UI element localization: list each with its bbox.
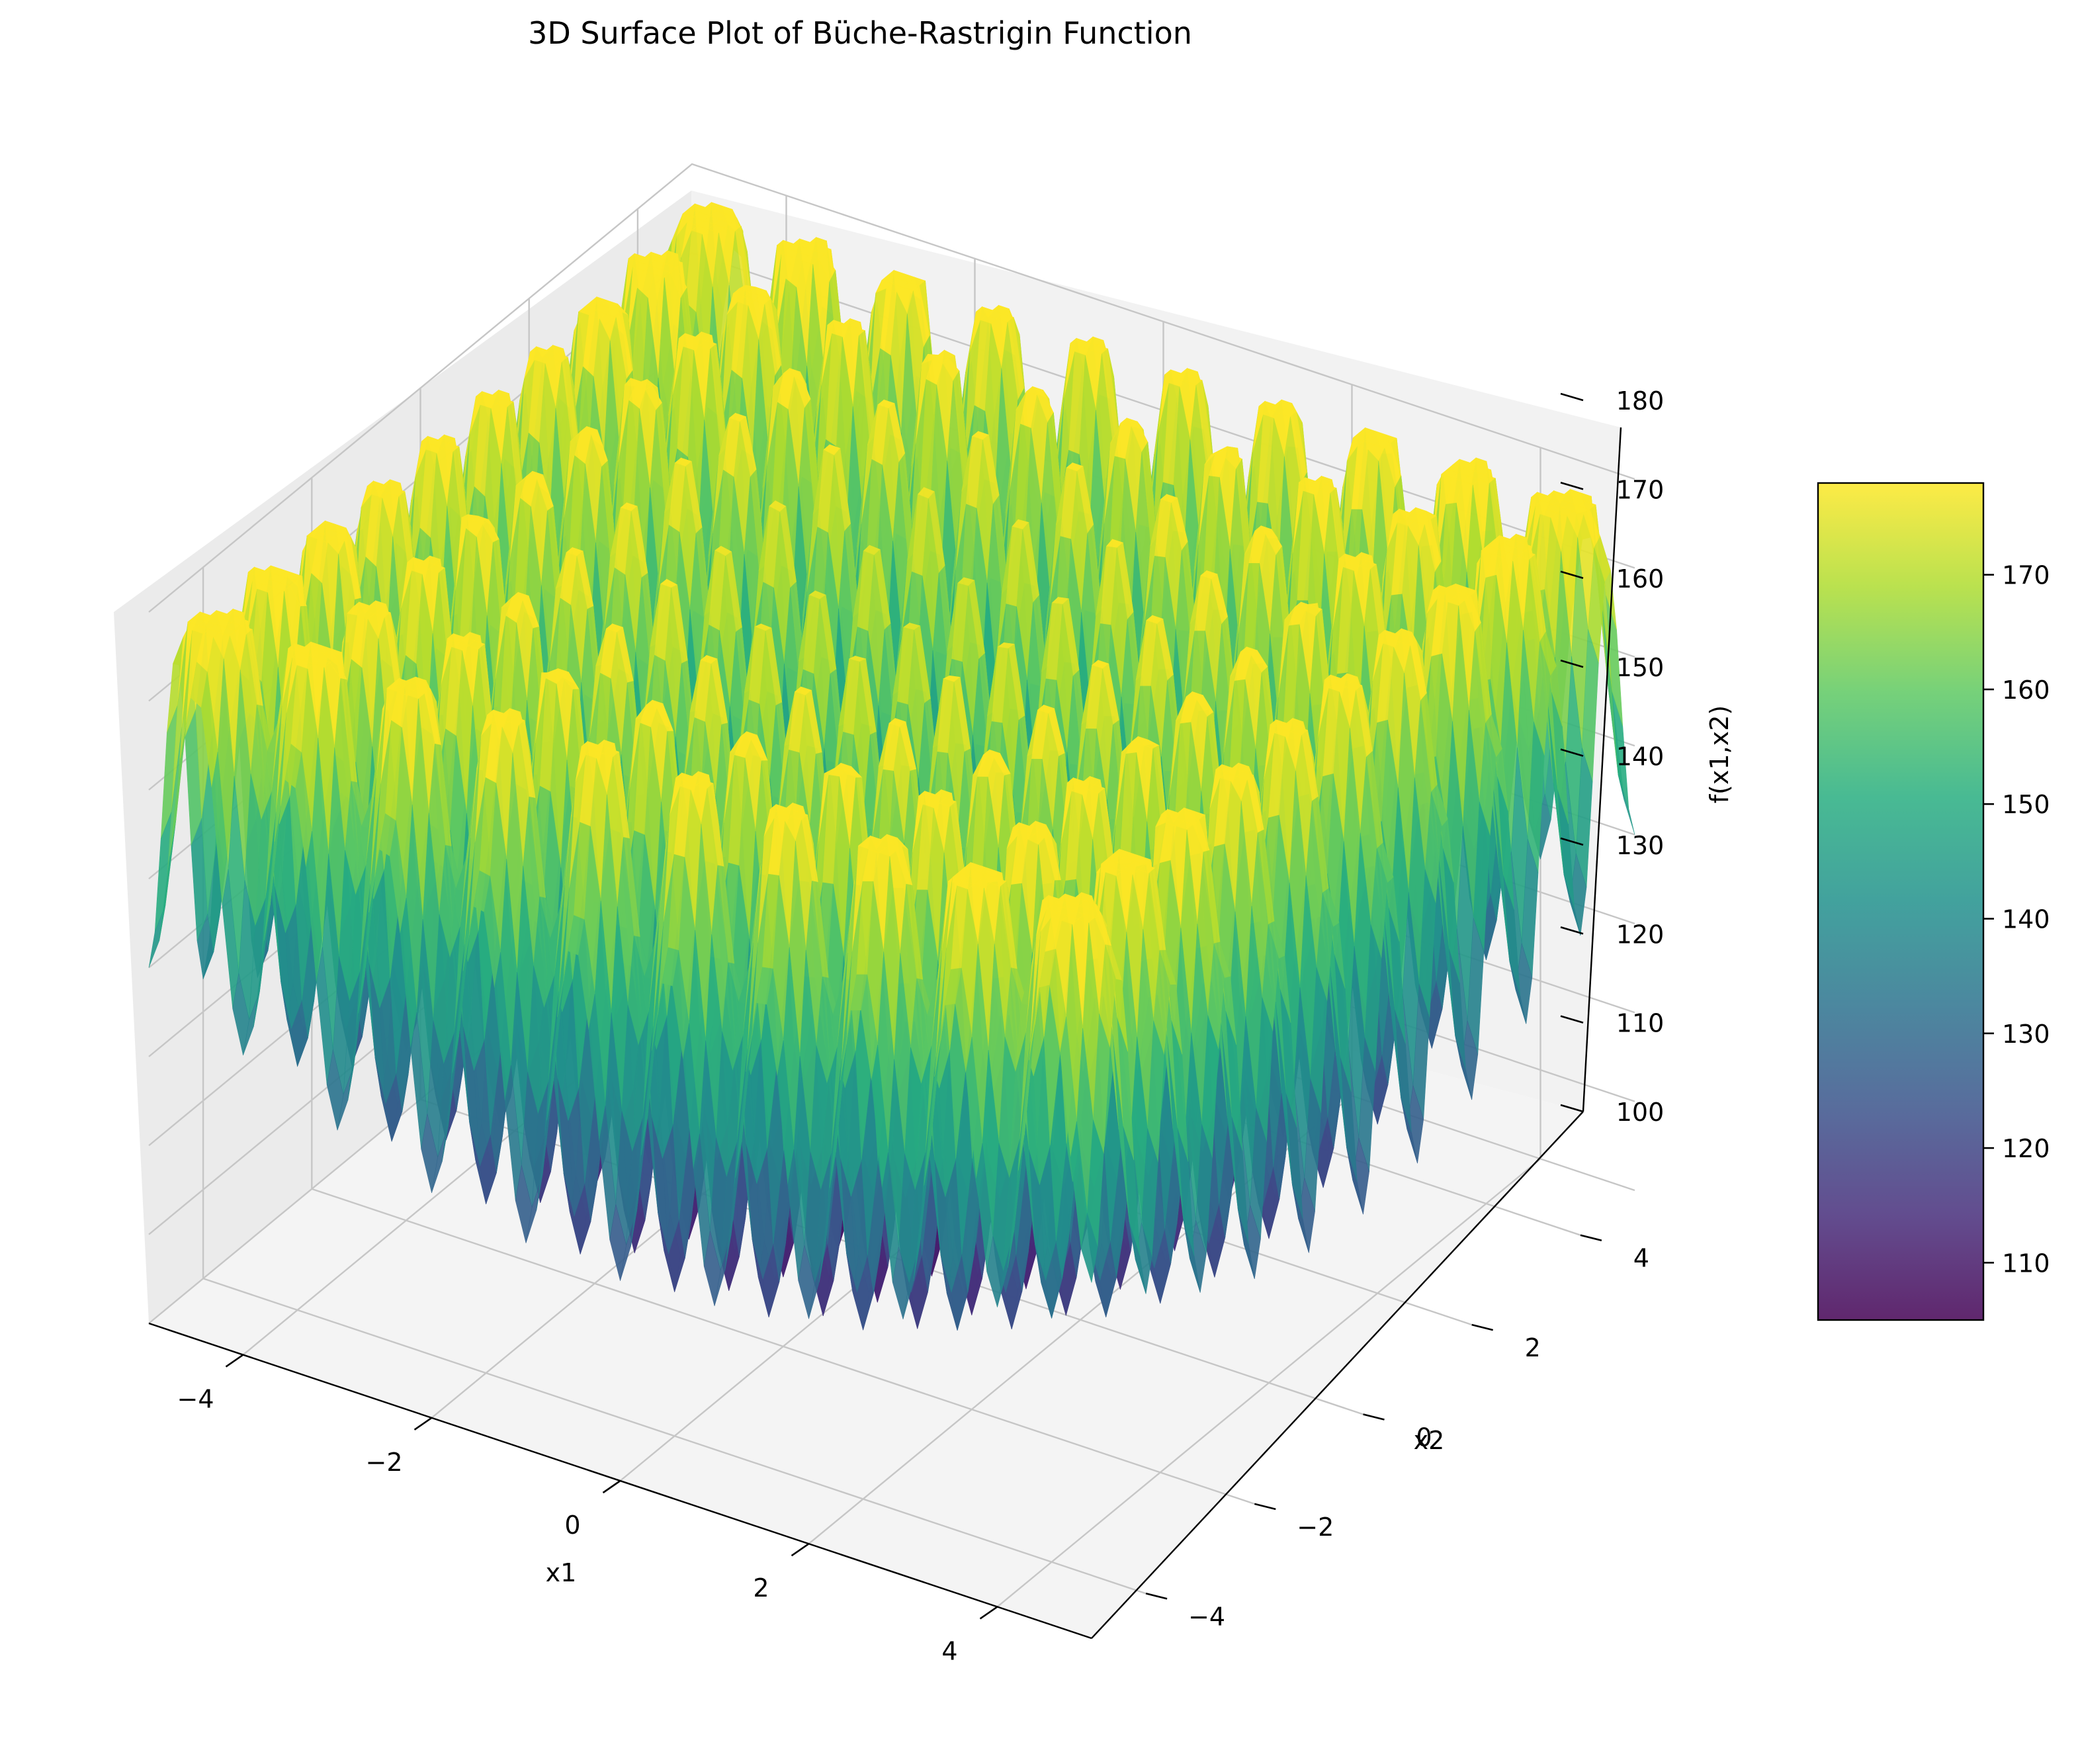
gridline-z: [148, 163, 1635, 613]
surface: [148, 202, 1635, 1331]
chart-title: 3D Surface Plot of Büche-Rastrigin Funct…: [528, 15, 1192, 51]
